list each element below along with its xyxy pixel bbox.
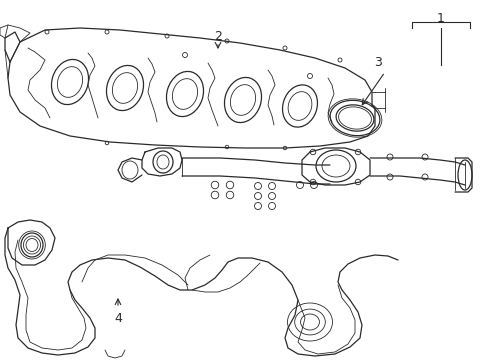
Text: 3: 3 [374,55,382,68]
Text: 1: 1 [437,12,445,24]
Text: 2: 2 [214,30,222,42]
Text: 4: 4 [114,311,122,324]
